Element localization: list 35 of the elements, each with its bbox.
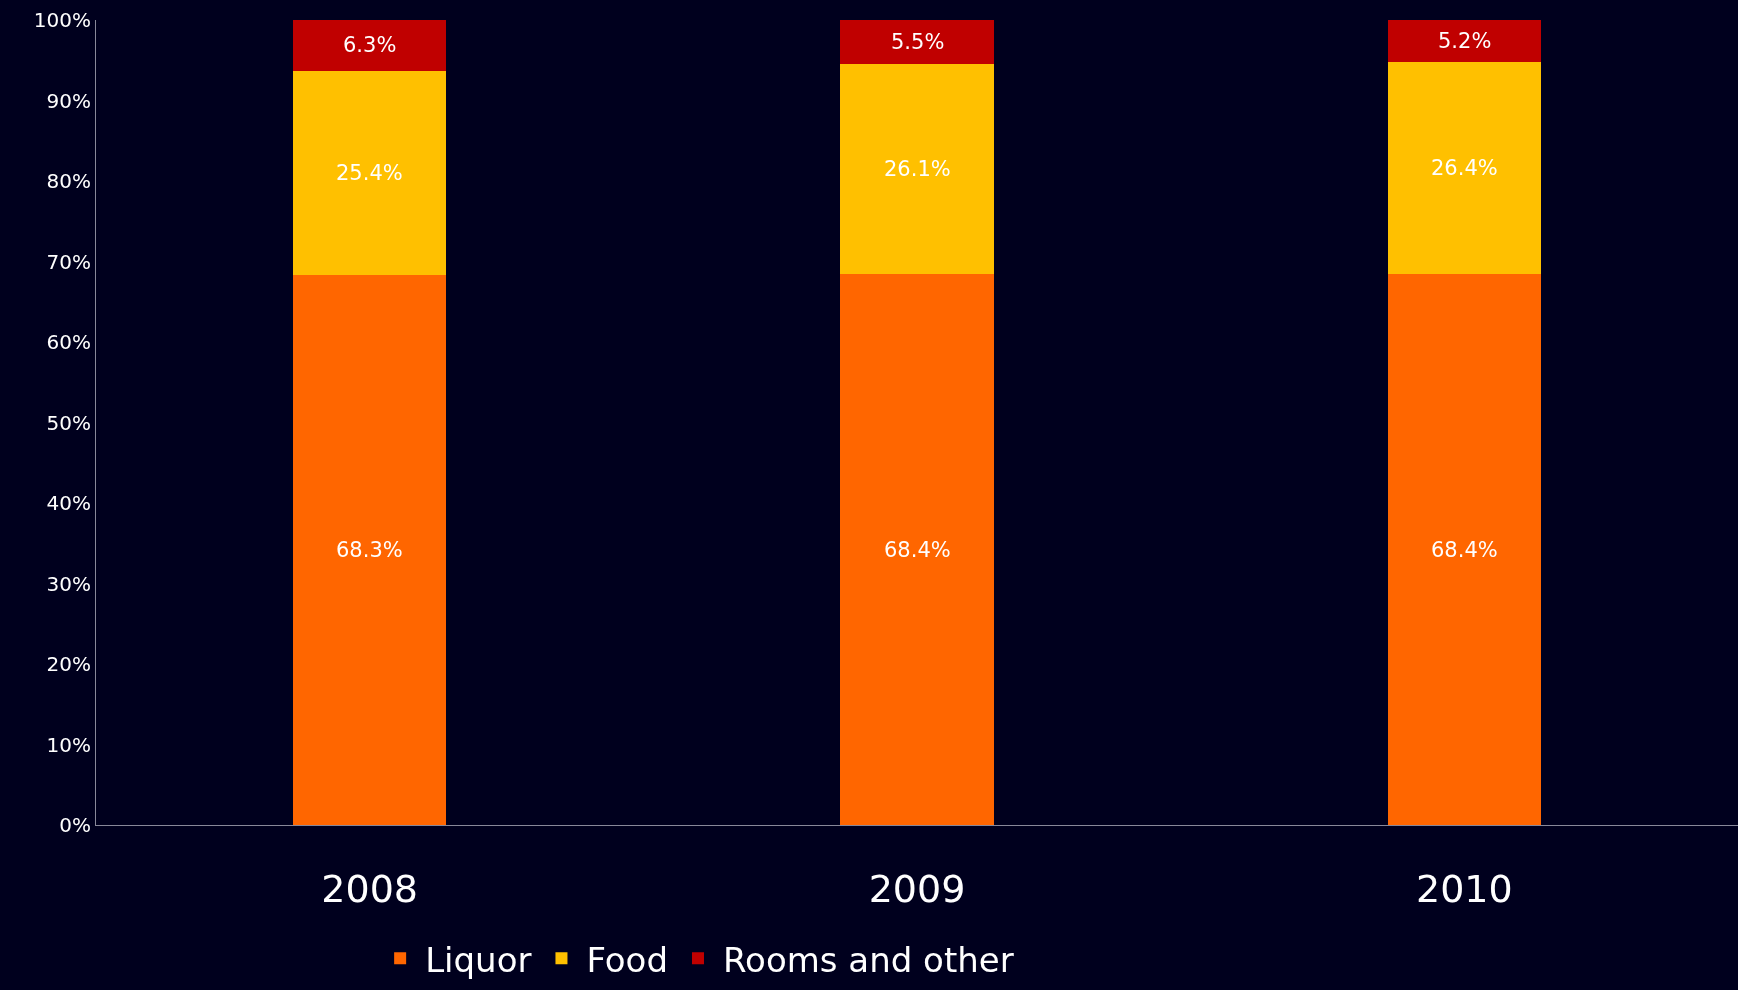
bar xyxy=(293,70,447,276)
data-label: 25.4% xyxy=(336,161,403,185)
y-tick-label: 40% xyxy=(46,491,91,515)
bar xyxy=(840,20,994,65)
data-label: 26.4% xyxy=(1431,156,1498,180)
data-label: 68.3% xyxy=(336,538,403,562)
data-label: 5.5% xyxy=(891,30,945,54)
data-label: 5.2% xyxy=(1438,29,1492,53)
legend-label: Food xyxy=(586,939,668,980)
legend-label: Liquor xyxy=(425,939,532,980)
y-tick-label: 80% xyxy=(46,169,91,193)
y-tick-label: 30% xyxy=(46,571,91,596)
x-tick-label: 2008 xyxy=(321,866,419,911)
bar xyxy=(1387,20,1541,62)
y-tick-label: 70% xyxy=(46,249,91,274)
x-tick-label: 2009 xyxy=(868,866,966,911)
y-tick-label: 60% xyxy=(46,330,91,354)
data-label: 6.3% xyxy=(343,33,397,57)
bar xyxy=(293,20,447,71)
x-tick-label: 2010 xyxy=(1415,866,1513,911)
y-tick-label: 90% xyxy=(46,88,91,113)
legend-label: Rooms and other xyxy=(722,939,1014,980)
bar xyxy=(840,64,994,275)
y-tick-label: 50% xyxy=(46,410,91,435)
data-label: 68.4% xyxy=(884,538,951,562)
y-tick-label: 0% xyxy=(59,813,91,837)
y-tick-label: 20% xyxy=(46,652,91,676)
bar xyxy=(840,274,994,825)
bar xyxy=(293,275,447,825)
y-tick-label: 100% xyxy=(33,8,91,32)
y-tick-label: 10% xyxy=(46,732,91,757)
data-label: 68.4% xyxy=(1431,538,1498,562)
data-label: 26.1% xyxy=(884,157,951,181)
bar xyxy=(1387,274,1541,825)
bar xyxy=(1387,61,1541,275)
